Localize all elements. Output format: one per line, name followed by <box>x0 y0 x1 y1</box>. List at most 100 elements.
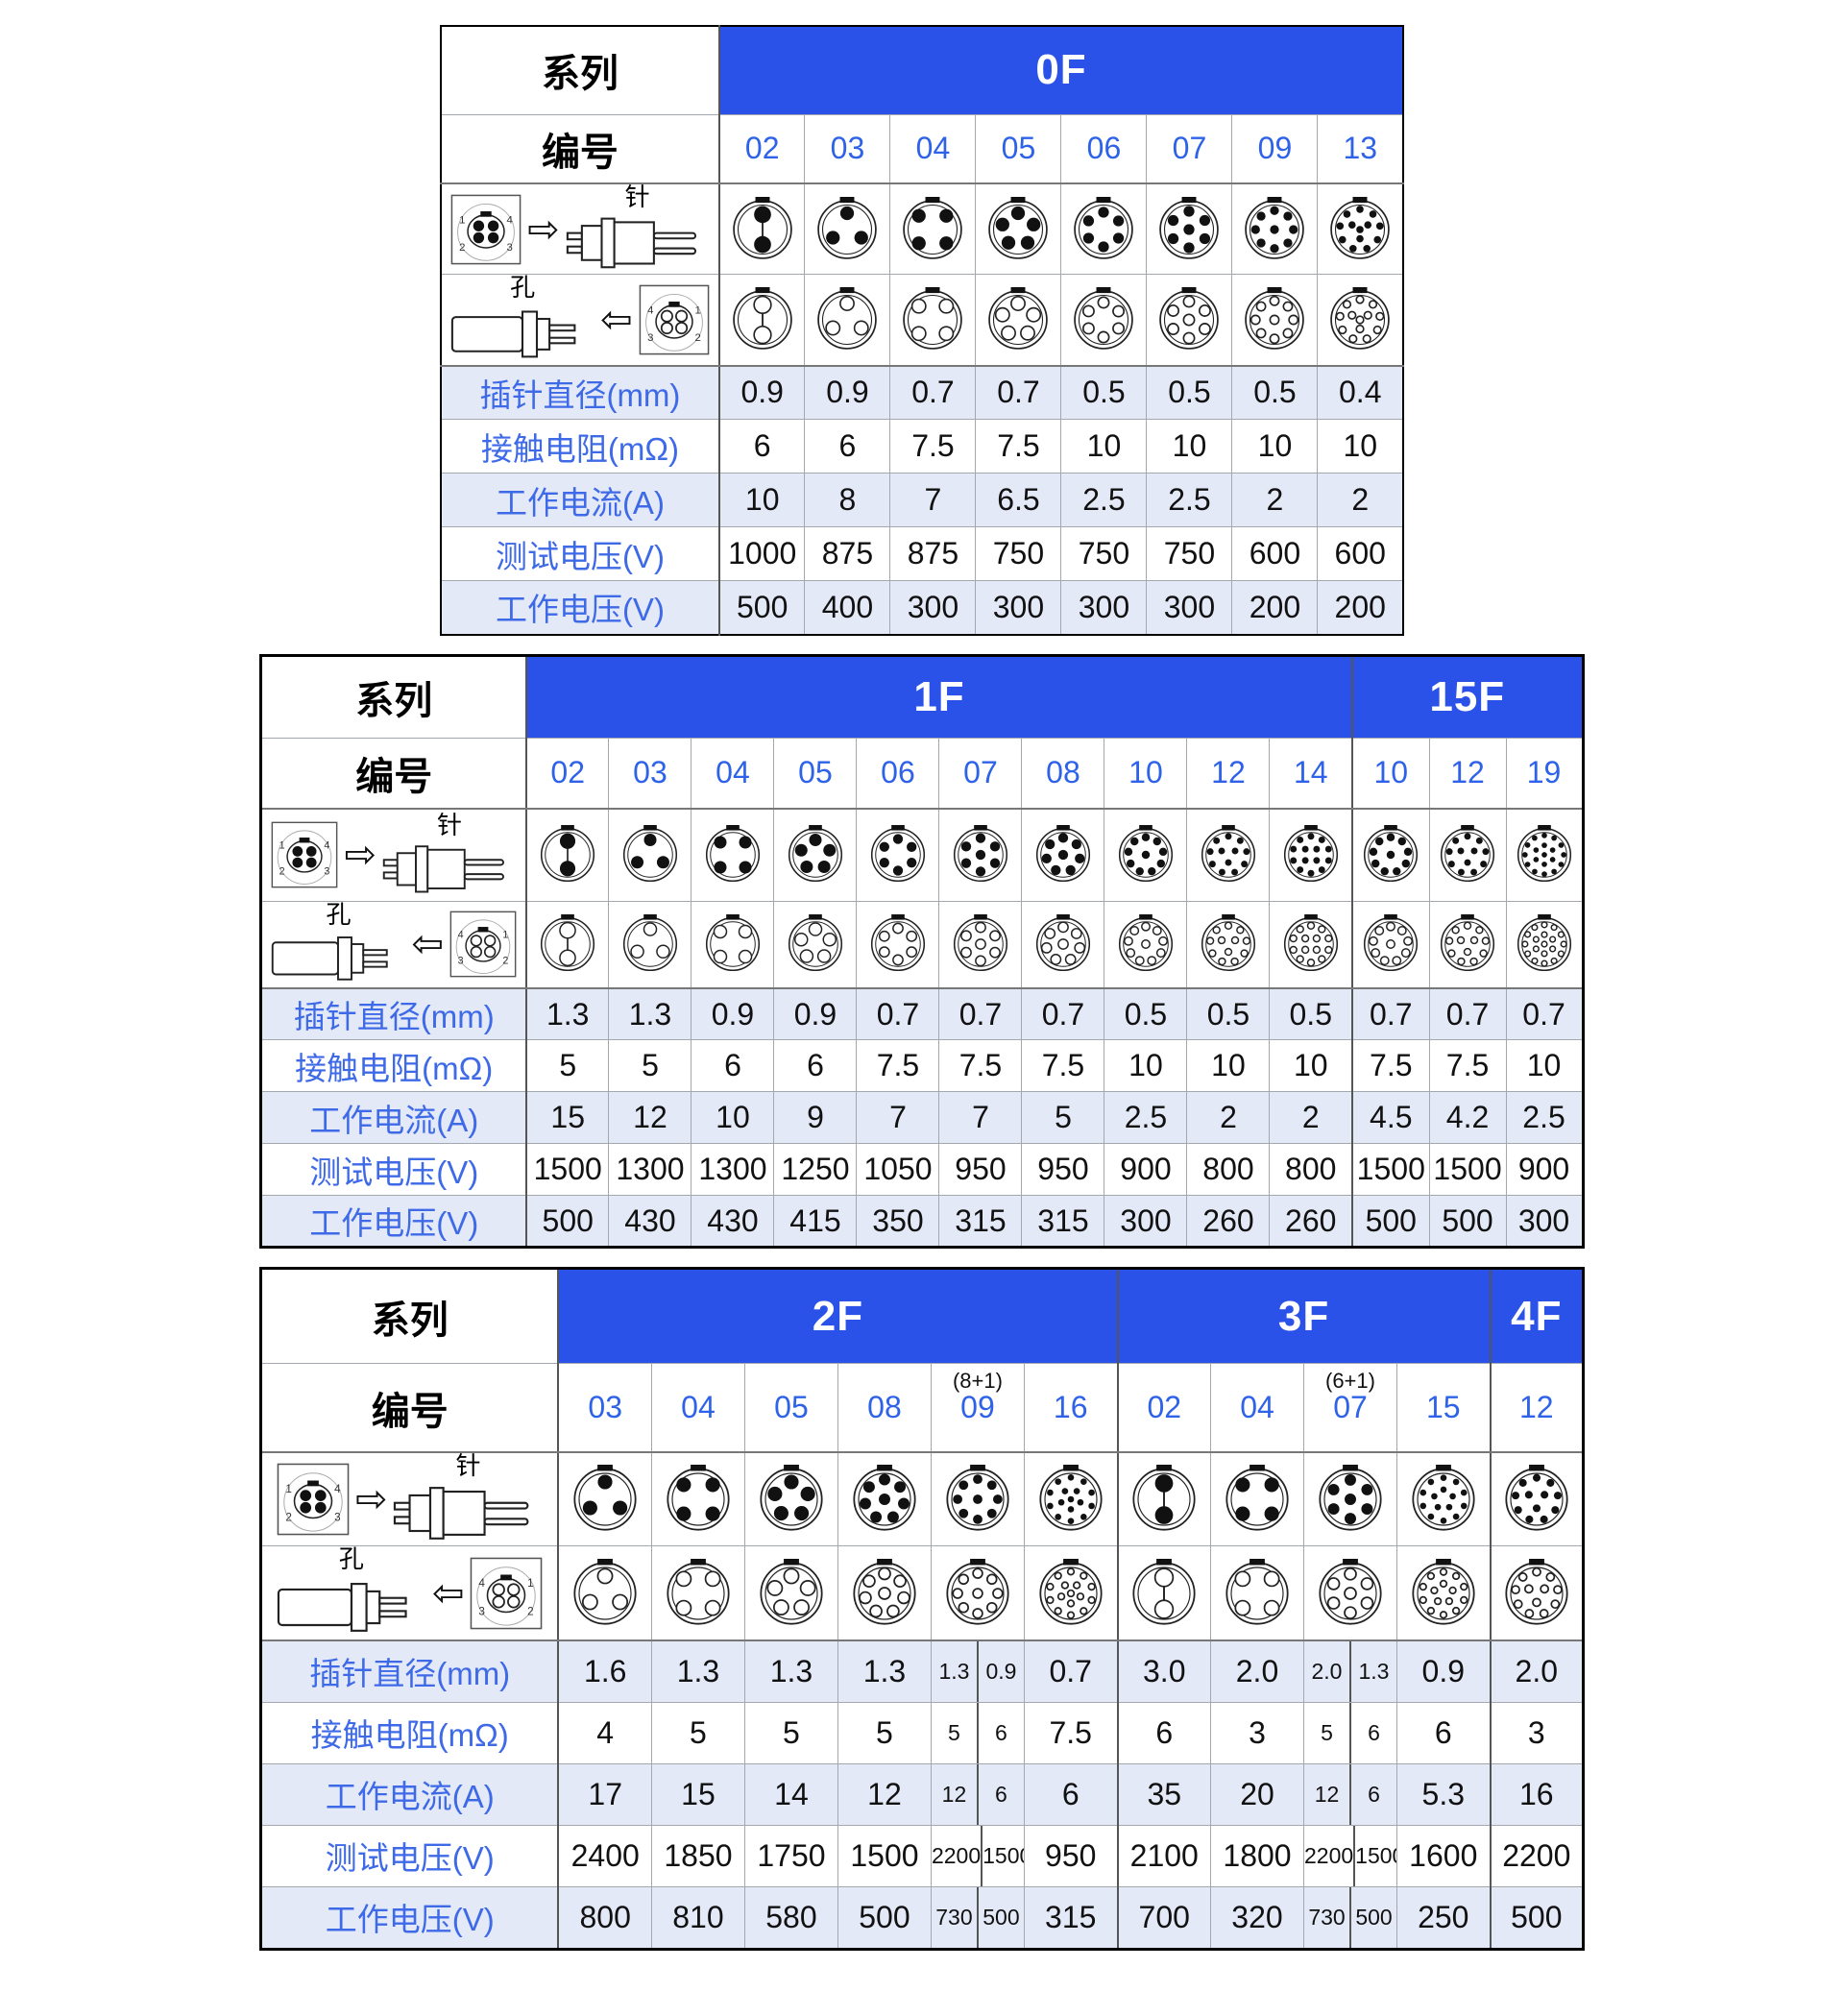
svg-text:3: 3 <box>325 866 330 878</box>
value: 800 <box>1285 1152 1337 1187</box>
value-cell: 300 <box>1104 1195 1188 1249</box>
value-cell: 0.5 <box>1060 365 1148 421</box>
value: 950 <box>1045 1837 1097 1873</box>
column-code-cell: 12 <box>1186 737 1271 811</box>
value-cell: 200 <box>1231 580 1319 636</box>
column-code-cell: 15 <box>1395 1363 1492 1453</box>
value: 10 <box>1257 428 1293 464</box>
pin-face-diagram <box>1351 808 1430 902</box>
svg-text:3: 3 <box>479 1605 486 1617</box>
value: 6 <box>724 1048 741 1083</box>
value-cell: 1850 <box>650 1824 745 1887</box>
column-code: 03 <box>633 755 667 790</box>
value: 1.3 <box>546 996 590 1032</box>
value: 1750 <box>757 1837 826 1873</box>
split-value: 12 6 <box>1305 1764 1396 1825</box>
value-cell: 500 <box>524 1195 610 1249</box>
socket-face-diagram <box>1489 1545 1585 1641</box>
value: 0.7 <box>1370 996 1413 1032</box>
svg-text:3: 3 <box>458 956 464 967</box>
value-cell: 15 <box>524 1091 610 1145</box>
value-cell: 300 <box>1146 580 1233 636</box>
socket-side-icon <box>450 302 594 364</box>
pin-face-diagram <box>1505 808 1584 902</box>
value-cell: 6.5 <box>975 473 1062 528</box>
value-cell: 3 <box>1210 1701 1304 1764</box>
value-cell: 10 <box>1505 1039 1584 1093</box>
column-code: 07 <box>1172 131 1207 166</box>
pin-face-diagram <box>1317 182 1404 276</box>
value-cell: 800 <box>1186 1143 1271 1197</box>
value: 7.5 <box>958 1048 1003 1083</box>
value: 6.5 <box>997 482 1040 518</box>
value-cell: 0.7 <box>1351 987 1430 1041</box>
value-cell: 0.5 <box>1186 987 1271 1041</box>
value: 5 <box>783 1714 800 1750</box>
value: 950 <box>1037 1152 1089 1187</box>
value-cell: 14 <box>743 1762 838 1826</box>
column-code: 02 <box>744 131 780 166</box>
value: 300 <box>907 589 959 624</box>
value-cell: 12 6 <box>930 1762 1025 1826</box>
value-cell: 12 <box>837 1762 932 1826</box>
spec-table-1F-15F: 系列 1F 15F 编号 02 03 04 05 06 07 08 10 12 14 10 12 19 1 4 2 3 ⇨… <box>259 653 1585 1250</box>
pin-face-diagram <box>608 808 692 902</box>
socket-side-icon <box>271 928 405 986</box>
value-cell: 4.5 <box>1351 1091 1430 1145</box>
series-row-label: 系列 <box>260 654 527 739</box>
value: 12 <box>633 1100 667 1135</box>
value-cell: 2.5 <box>1505 1091 1584 1145</box>
row-label-working-current: 工作电流(A) <box>440 473 720 528</box>
value-cell: 750 <box>1146 526 1233 582</box>
value-main: 5 <box>948 1719 960 1745</box>
svg-text:4: 4 <box>647 304 653 316</box>
value-cell: 5 <box>650 1701 745 1764</box>
split-value: 22001500 <box>932 1826 1023 1886</box>
value-main: 730 <box>1308 1904 1346 1930</box>
svg-text:2: 2 <box>279 866 285 878</box>
row-label-pin-diameter: 插针直径(mm) <box>440 365 720 421</box>
socket-face-diagram <box>975 274 1062 367</box>
value: 1800 <box>1223 1837 1292 1873</box>
value: 3.0 <box>1143 1653 1186 1688</box>
column-note: (8+1) <box>952 1369 1003 1394</box>
value: 2.5 <box>1522 1100 1565 1135</box>
socket-side-icon <box>277 1573 426 1639</box>
value: 300 <box>992 589 1045 624</box>
value: 300 <box>1120 1202 1172 1238</box>
column-code-cell: 07 <box>938 737 1023 811</box>
value: 810 <box>672 1899 724 1934</box>
column-code: 08 <box>867 1390 902 1425</box>
value: 875 <box>821 536 874 571</box>
column-code-cell: 04 <box>889 113 977 184</box>
value-aux: 1500 <box>981 1826 1023 1886</box>
value-cell: 10 <box>1060 419 1148 474</box>
column-code: 04 <box>681 1390 716 1425</box>
value: 6 <box>753 428 771 464</box>
pin-face-diagram <box>524 808 610 902</box>
column-code-cell: 06 <box>1060 113 1148 184</box>
value: 6 <box>807 1048 824 1083</box>
plug-side-icon <box>393 1479 543 1545</box>
value: 7.5 <box>1445 1048 1490 1083</box>
column-code-cell: 04 <box>1210 1363 1304 1453</box>
value: 0.7 <box>876 996 920 1032</box>
value-cell: 350 <box>856 1195 940 1249</box>
value: 10 <box>1128 1048 1163 1083</box>
value-cell: 500 <box>1351 1195 1430 1249</box>
value: 200 <box>1249 589 1301 624</box>
series-row-label: 系列 <box>440 25 720 115</box>
value-cell: 1.3 0.9 <box>930 1640 1025 1703</box>
value: 14 <box>774 1776 809 1811</box>
spec-table-0F: 系列 0F 编号 02 03 04 05 06 07 09 13 1 4 2 3 ⇨ 针孔 ⇦ 4 1 3 2 插针直径(m… <box>439 25 1405 636</box>
value-cell: 320 <box>1210 1885 1304 1950</box>
pin-legend: 1 4 2 3 ⇨ 针 <box>260 808 527 902</box>
value-cell: 0.7 <box>938 987 1023 1041</box>
column-code: 12 <box>1519 1390 1554 1425</box>
value: 200 <box>1334 589 1386 624</box>
value: 4.2 <box>1445 1100 1490 1135</box>
value: 2.5 <box>1168 482 1211 518</box>
svg-text:1: 1 <box>694 304 700 316</box>
column-note: (6+1) <box>1325 1369 1375 1394</box>
